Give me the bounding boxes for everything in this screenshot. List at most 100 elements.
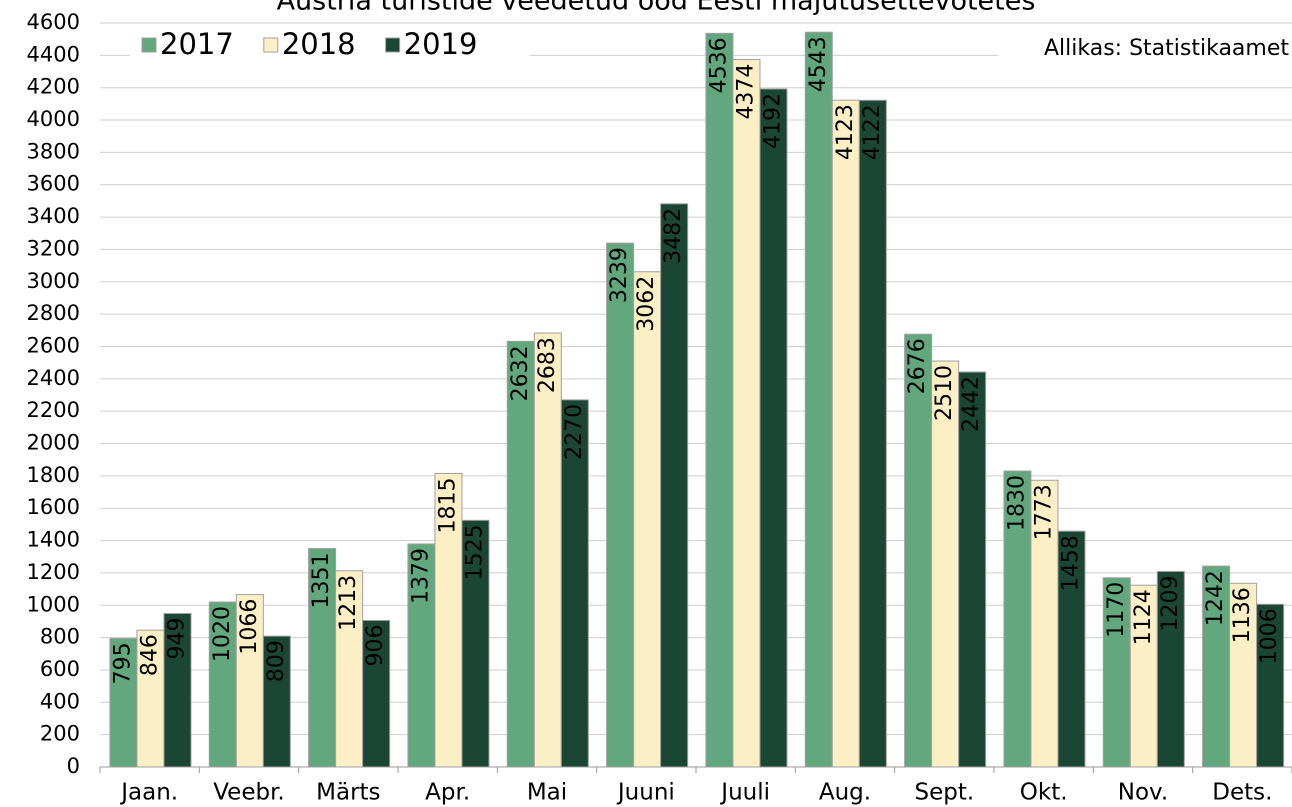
data-label: 1209 [1158, 575, 1183, 631]
bar [335, 570, 364, 768]
bar [461, 519, 490, 768]
data-label: 1242 [1203, 570, 1228, 626]
y-tick-label: 3200 [27, 236, 80, 260]
y-tick-label: 1800 [27, 463, 80, 487]
legend-label: 2019 [404, 27, 478, 61]
bar [136, 629, 165, 768]
data-label: 1351 [309, 552, 334, 608]
y-tick-label: 600 [40, 657, 80, 681]
x-tick-label: Veebr. [213, 780, 285, 806]
y-tick-label: 200 [40, 722, 80, 746]
y-tick-label: 2000 [27, 431, 80, 455]
legend-label: 2018 [282, 27, 356, 61]
bar [362, 619, 391, 768]
bar [262, 635, 291, 768]
y-tick-label: 4600 [27, 10, 80, 34]
data-label: 809 [264, 640, 289, 682]
annotation: Allikas: Statistikaamet [1044, 36, 1289, 61]
bar [308, 547, 337, 768]
bar [506, 340, 535, 768]
bar [705, 32, 734, 768]
bar [804, 31, 833, 768]
data-label: 1458 [1058, 535, 1083, 591]
data-label: 949 [164, 618, 189, 660]
y-tick-label: 4200 [27, 75, 80, 99]
bar [931, 360, 960, 768]
data-label: 906 [363, 624, 388, 666]
legend-swatch [263, 37, 279, 53]
y-tick-label: 3000 [27, 269, 80, 293]
bar [235, 594, 264, 768]
y-tick-label: 3400 [27, 204, 80, 228]
x-tick-label: Märts [316, 780, 380, 806]
bar [633, 271, 662, 768]
bar [1202, 565, 1231, 768]
y-tick-label: 1400 [27, 528, 80, 552]
x-tick-label: Sept. [914, 780, 974, 806]
data-label: 795 [110, 642, 135, 684]
data-label: 2676 [905, 338, 930, 394]
data-label: 2270 [562, 404, 587, 460]
bar [533, 332, 562, 768]
data-label: 1006 [1257, 608, 1282, 664]
data-label: 3062 [634, 276, 659, 332]
y-tick-label: 1200 [27, 560, 80, 584]
bar [958, 371, 987, 768]
x-tick-label: Okt. [1020, 780, 1068, 806]
legend-bg [130, 28, 530, 64]
x-tick-label: Jaan. [119, 780, 178, 806]
x-tick-label: Nov. [1118, 780, 1168, 806]
bar [1156, 570, 1185, 768]
data-label: 3482 [661, 208, 686, 264]
bar [660, 203, 689, 768]
x-tick-label: Aug. [819, 780, 871, 806]
data-label: 2683 [535, 337, 560, 393]
data-label: 1525 [462, 524, 487, 580]
x-tick-label: Juuli [719, 780, 770, 806]
bar [1229, 582, 1258, 768]
x-tick-label: Apr. [425, 780, 470, 806]
y-tick-label: 2600 [27, 333, 80, 357]
chart-title: Austria turistide veedetud ööd Eesti maj… [277, 0, 1036, 17]
y-tick-label: 4000 [27, 107, 80, 131]
data-label: 1815 [435, 477, 460, 533]
bar [1102, 577, 1131, 768]
data-label: 1020 [210, 606, 235, 662]
y-tick-label: 1600 [27, 495, 80, 519]
data-label: 1213 [336, 575, 361, 631]
bar [831, 99, 860, 768]
y-tick-label: 800 [40, 625, 80, 649]
y-tick-label: 2800 [27, 301, 80, 325]
bar [1057, 530, 1086, 768]
bar [1129, 584, 1158, 768]
data-label: 4122 [860, 104, 885, 160]
data-label: 4543 [806, 36, 831, 92]
data-label: 4192 [760, 93, 785, 149]
bar [1030, 479, 1059, 768]
legend-swatch [385, 37, 401, 53]
y-tick-label: 4400 [27, 42, 80, 66]
x-tick-label: Mai [527, 780, 567, 806]
bar [1256, 603, 1285, 768]
y-tick-label: 3800 [27, 139, 80, 163]
y-tick-label: 0 [67, 754, 80, 778]
y-tick-label: 3600 [27, 172, 80, 196]
y-tick-label: 1000 [27, 592, 80, 616]
data-label: 1136 [1230, 587, 1255, 643]
bar [434, 472, 463, 768]
data-label: 1124 [1131, 589, 1156, 645]
data-label: 2510 [932, 365, 957, 421]
data-label: 4374 [733, 64, 758, 120]
data-label: 846 [137, 634, 162, 676]
data-label: 3239 [607, 247, 632, 303]
bar [858, 99, 887, 768]
data-label: 4536 [706, 37, 731, 93]
bar [904, 333, 933, 768]
data-label: 2632 [508, 345, 533, 401]
data-label: 1170 [1104, 582, 1129, 638]
bar [759, 88, 788, 768]
annotation-bg [998, 30, 1292, 66]
bar [407, 543, 436, 768]
